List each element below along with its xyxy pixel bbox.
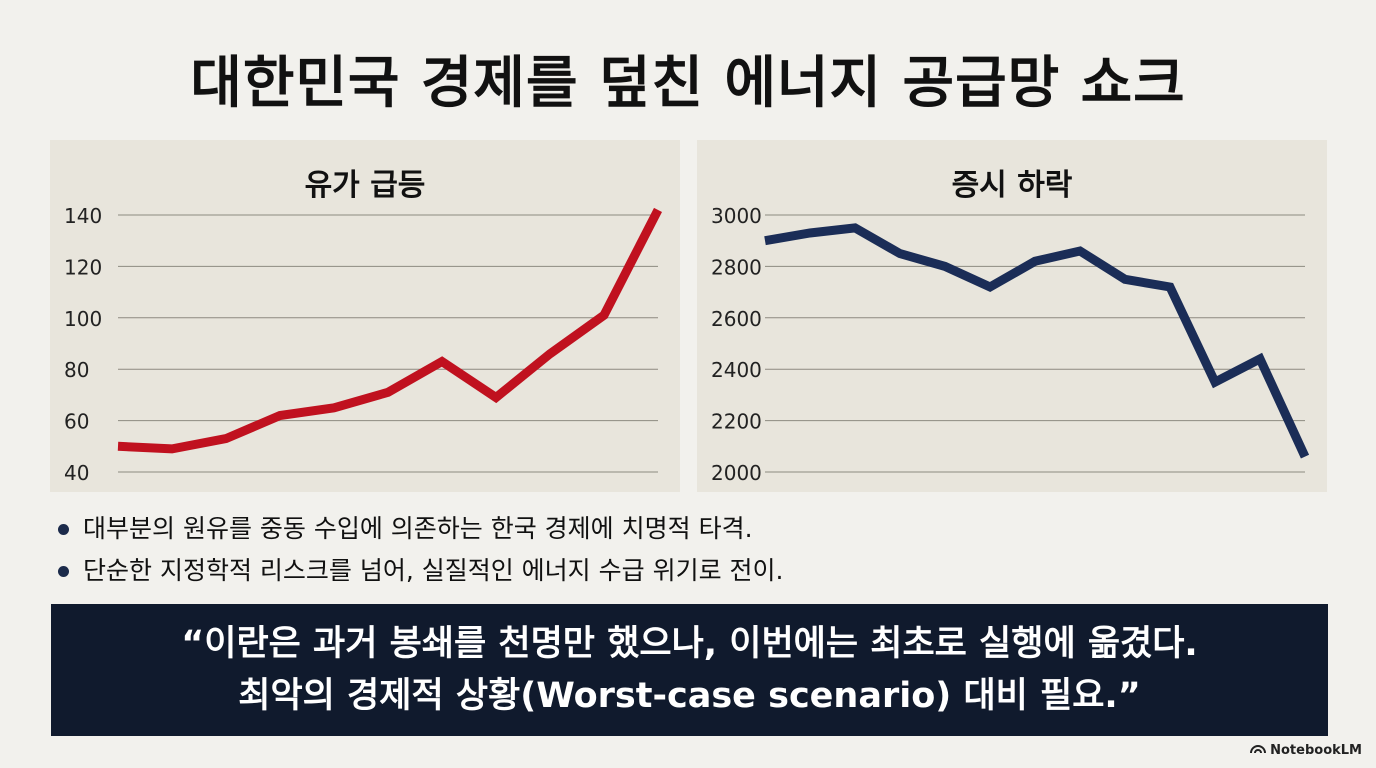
y-tick-label: 2800 xyxy=(711,255,762,279)
notebooklm-logo-icon xyxy=(1250,742,1267,758)
bullet-dot-icon xyxy=(58,565,69,577)
oil-price-chart-panel: 유가 급등 140 120 100 80 60 40 xyxy=(50,140,680,492)
bullet-item: 단순한 지정학적 리스크를 넘어, 실질적인 에너지 수급 위기로 전이. xyxy=(58,550,783,592)
y-tick-label: 140 xyxy=(64,204,102,228)
y-tick-label: 40 xyxy=(64,461,89,485)
y-tick-label: 60 xyxy=(64,410,89,434)
bullet-text: 대부분의 원유를 중동 수입에 의존하는 한국 경제에 치명적 타격. xyxy=(83,514,753,543)
stock-chart-title: 증시 하락 xyxy=(951,168,1073,203)
y-tick-label: 2000 xyxy=(711,461,762,485)
bullet-item: 대부분의 원유를 중동 수입에 의존하는 한국 경제에 치명적 타격. xyxy=(58,508,783,550)
y-tick-label: 100 xyxy=(64,307,102,331)
stock-index-chart-panel: 증시 하락 3000 2800 2600 2400 2200 2000 xyxy=(697,140,1327,492)
y-tick-label: 120 xyxy=(64,255,102,279)
quote-line: 최악의 경제적 상황(Worst-case scenario) 대비 필요.” xyxy=(238,676,1141,716)
page-title: 대한민국 경제를 덮친 에너지 공급망 쇼크 xyxy=(190,51,1186,116)
y-tick-label: 3000 xyxy=(711,204,762,228)
quote-line: “이란은 과거 봉쇄를 천명만 했으나, 이번에는 최초로 실행에 옮겼다. xyxy=(181,624,1198,664)
y-tick-label: 80 xyxy=(64,358,89,382)
y-tick-label: 2600 xyxy=(711,307,762,331)
oil-price-chart: 140 120 100 80 60 40 xyxy=(64,204,663,485)
y-tick-label: 2400 xyxy=(711,358,762,382)
quote-box: “이란은 과거 봉쇄를 천명만 했으나, 이번에는 최초로 실행에 옮겼다. 최… xyxy=(51,604,1328,736)
y-tick-label: 2200 xyxy=(711,410,762,434)
brand-name: NotebookLM xyxy=(1270,742,1362,758)
series-line xyxy=(117,207,663,454)
brand-badge: NotebookLM xyxy=(1250,742,1362,758)
bullet-list: 대부분의 원유를 중동 수입에 의존하는 한국 경제에 치명적 타격. 단순한 … xyxy=(58,508,783,592)
bullet-text: 단순한 지정학적 리스크를 넘어, 실질적인 에너지 수급 위기로 전이. xyxy=(83,556,784,585)
series-line xyxy=(764,223,1310,459)
stock-index-chart: 3000 2800 2600 2400 2200 2000 xyxy=(711,204,1310,485)
oil-chart-title: 유가 급등 xyxy=(304,168,426,203)
bullet-dot-icon xyxy=(58,523,69,535)
